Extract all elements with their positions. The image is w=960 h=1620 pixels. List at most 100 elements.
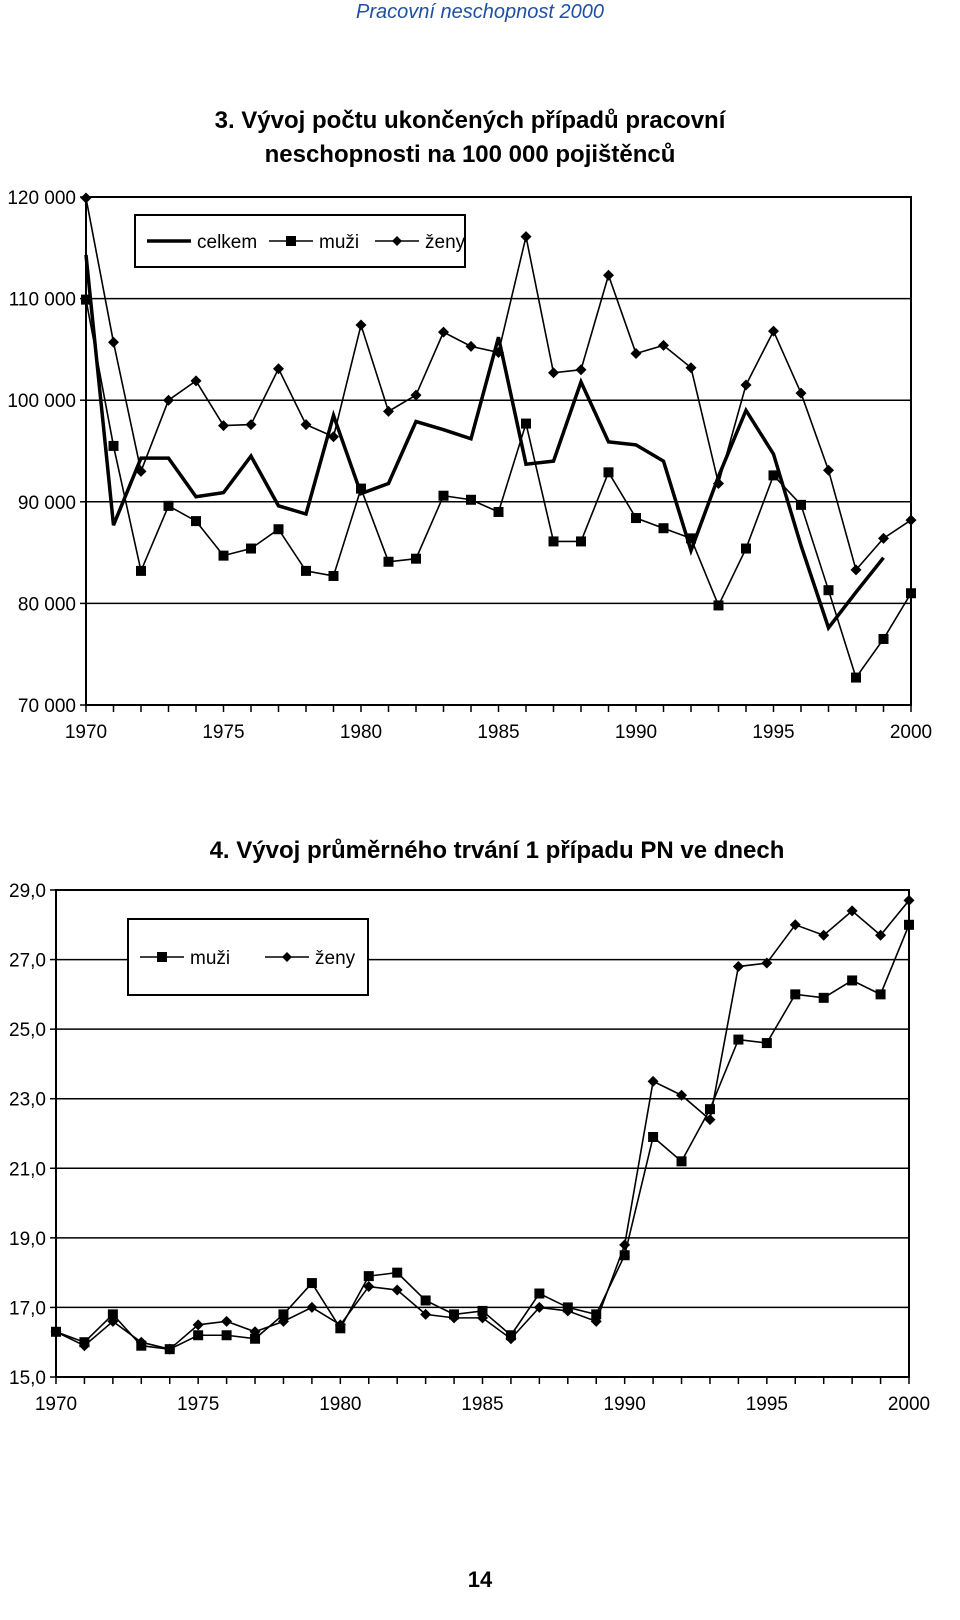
data-point-muzi: [847, 975, 858, 986]
data-point-muzi: [576, 536, 586, 547]
data-point-zeny: [80, 192, 92, 204]
chart-title: neschopnosti na 100 000 pojištěnců: [265, 141, 676, 168]
data-point-zeny: [477, 1312, 488, 1324]
data-point-zeny: [334, 1319, 346, 1331]
data-point-muzi: [411, 553, 421, 564]
data-point-muzi: [768, 470, 779, 481]
legend-marker-muzi: [157, 952, 167, 962]
data-point-zeny: [493, 346, 504, 358]
legend-label-zeny: ženy: [425, 232, 466, 253]
data-point-muzi: [383, 556, 394, 567]
y-tick-label: 90 000: [18, 493, 76, 514]
data-point-muzi: [108, 440, 119, 451]
y-tick-label: 70 000: [18, 696, 76, 717]
data-point-zeny: [850, 564, 862, 576]
data-point-zeny: [647, 1075, 659, 1087]
data-point-muzi: [363, 1271, 374, 1282]
data-point-zeny: [273, 363, 284, 375]
data-point-muzi: [163, 500, 174, 511]
x-tick-label: 1975: [202, 722, 244, 743]
data-point-muzi: [278, 1309, 289, 1320]
data-point-muzi: [392, 1267, 403, 1278]
data-point-muzi: [534, 1288, 545, 1299]
series-line-celkem: [84, 254, 885, 632]
data-point-muzi: [603, 467, 614, 478]
x-tick-label: 1985: [477, 722, 519, 743]
legend-label-celkem: celkem: [197, 232, 257, 253]
y-tick-label: 29,0: [9, 881, 46, 902]
y-tick-label: 100 000: [7, 391, 76, 412]
x-tick-label: 1970: [65, 722, 107, 743]
legend-label-zeny: ženy: [315, 948, 356, 969]
data-point-zeny: [306, 1301, 318, 1313]
data-point-zeny: [107, 1315, 119, 1327]
data-point-zeny: [903, 894, 915, 906]
data-point-zeny: [761, 957, 773, 969]
data-point-muzi: [818, 992, 829, 1003]
data-point-zeny: [164, 1343, 176, 1355]
data-point-zeny: [630, 347, 642, 359]
data-point-muzi: [761, 1038, 772, 1049]
data-point-muzi: [875, 989, 886, 1000]
legend-marker-muzi: [286, 236, 296, 246]
data-point-muzi: [466, 494, 476, 505]
data-point-zeny: [218, 420, 229, 432]
data-point-zeny: [740, 379, 752, 391]
data-point-muzi: [548, 536, 559, 547]
chart-title: 4. Vývoj průměrného trvání 1 případu PN …: [210, 837, 785, 864]
x-tick-label: 1970: [35, 1394, 77, 1415]
y-tick-label: 110 000: [9, 290, 76, 311]
data-point-zeny: [795, 387, 807, 399]
data-point-muzi: [591, 1309, 602, 1320]
data-point-zeny: [420, 1308, 432, 1320]
plot-area: [85, 196, 912, 706]
data-point-zeny: [619, 1239, 631, 1251]
data-point-zeny: [658, 339, 669, 351]
data-point-zeny: [505, 1333, 517, 1345]
data-point-zeny: [533, 1301, 545, 1313]
data-point-muzi: [648, 1131, 659, 1142]
data-point-zeny: [249, 1326, 261, 1338]
data-point-muzi: [438, 490, 449, 501]
data-point-zeny: [192, 1319, 204, 1331]
data-point-zeny: [391, 1284, 403, 1296]
data-point-muzi: [221, 1330, 232, 1341]
data-point-zeny: [768, 325, 779, 337]
y-tick-label: 17,0: [9, 1298, 46, 1319]
chart-ukoncene-pripady: 3. Vývoj počtu ukončených případů pracov…: [7, 107, 932, 743]
data-point-muzi: [713, 600, 724, 611]
data-point-zeny: [520, 231, 532, 243]
chart-prumerne-trvani: 4. Vývoj průměrného trvání 1 případu PN …: [9, 837, 930, 1415]
data-point-muzi: [906, 588, 916, 599]
data-point-zeny: [163, 394, 174, 406]
y-tick-label: 15,0: [9, 1368, 46, 1389]
data-point-muzi: [851, 672, 861, 683]
data-point-zeny: [277, 1315, 289, 1327]
data-point-muzi: [878, 633, 889, 644]
data-point-zeny: [685, 362, 697, 374]
data-point-zeny: [190, 375, 202, 387]
data-point-muzi: [796, 499, 806, 510]
data-point-zeny: [905, 514, 917, 526]
page-number: 14: [467, 1567, 493, 1592]
data-point-muzi: [301, 565, 311, 576]
data-point-zeny: [732, 961, 744, 973]
data-point-muzi: [328, 570, 339, 581]
data-point-muzi: [273, 524, 284, 535]
x-tick-label: 2000: [888, 1394, 930, 1415]
y-tick-label: 25,0: [9, 1020, 46, 1041]
data-point-muzi: [658, 523, 669, 534]
data-point-muzi: [704, 1104, 715, 1115]
data-point-muzi: [904, 919, 914, 930]
page-header: Pracovní neschopnost 2000: [356, 1, 604, 23]
data-point-muzi: [686, 533, 696, 544]
data-point-muzi: [191, 516, 201, 527]
data-point-muzi: [218, 550, 229, 561]
data-point-zeny: [300, 419, 312, 431]
x-tick-label: 1995: [752, 722, 794, 743]
data-point-zeny: [875, 929, 887, 941]
data-point-zeny: [704, 1114, 716, 1126]
data-point-muzi: [250, 1333, 261, 1344]
data-point-zeny: [438, 326, 449, 338]
data-point-zeny: [328, 431, 339, 443]
